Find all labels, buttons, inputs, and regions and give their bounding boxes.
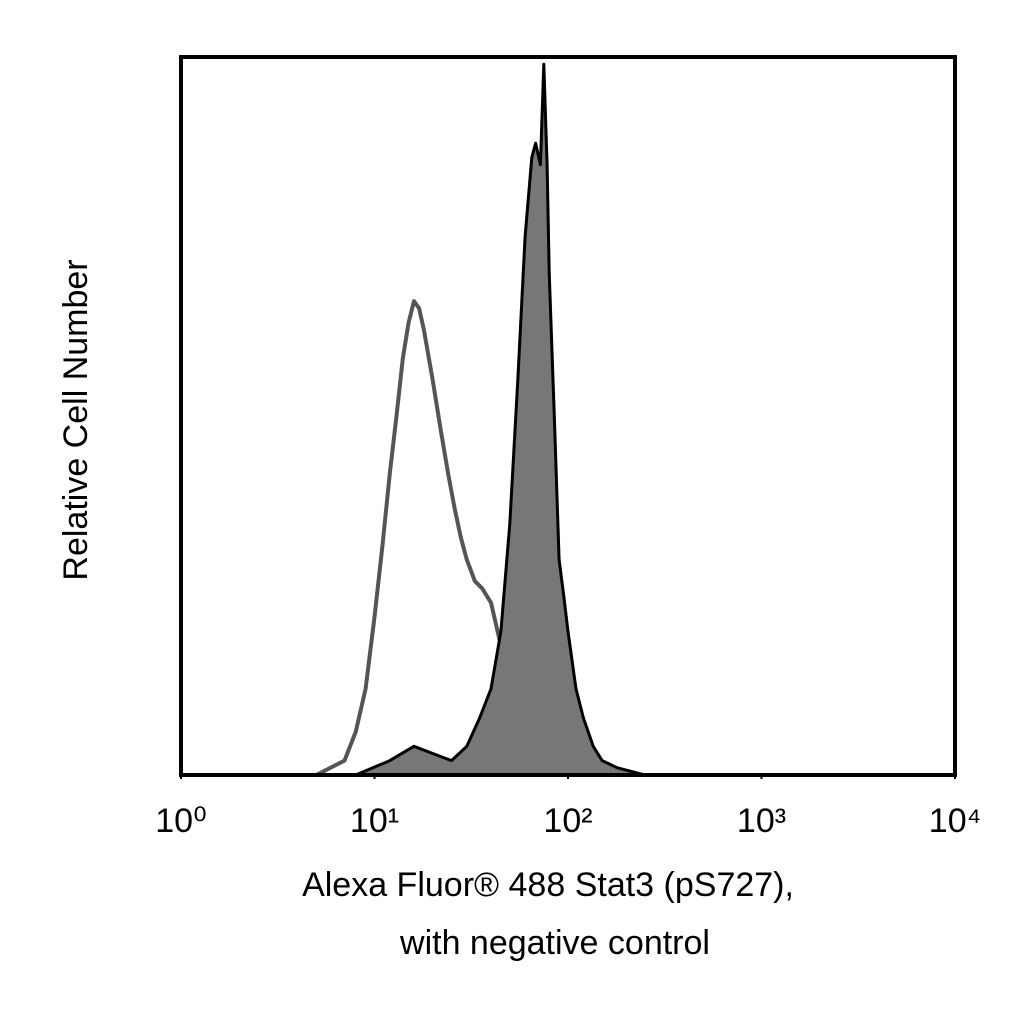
x-tick-label: 10² xyxy=(543,802,592,840)
x-axis-label: Alexa Fluor® 488 Stat3 (pS727), xyxy=(302,866,794,904)
x-tick-label: 10¹ xyxy=(350,802,399,840)
x-tick-label: 10³ xyxy=(737,802,786,840)
plot-frame xyxy=(179,55,957,777)
x-tick-label: 10⁴ xyxy=(929,802,981,840)
x-tick-label: 10⁰ xyxy=(155,802,206,840)
filled-histogram xyxy=(354,62,647,777)
y-axis-label: Relative Cell Number xyxy=(57,259,95,580)
open-histogram xyxy=(315,299,522,777)
x-axis-label: with negative control xyxy=(399,924,710,962)
